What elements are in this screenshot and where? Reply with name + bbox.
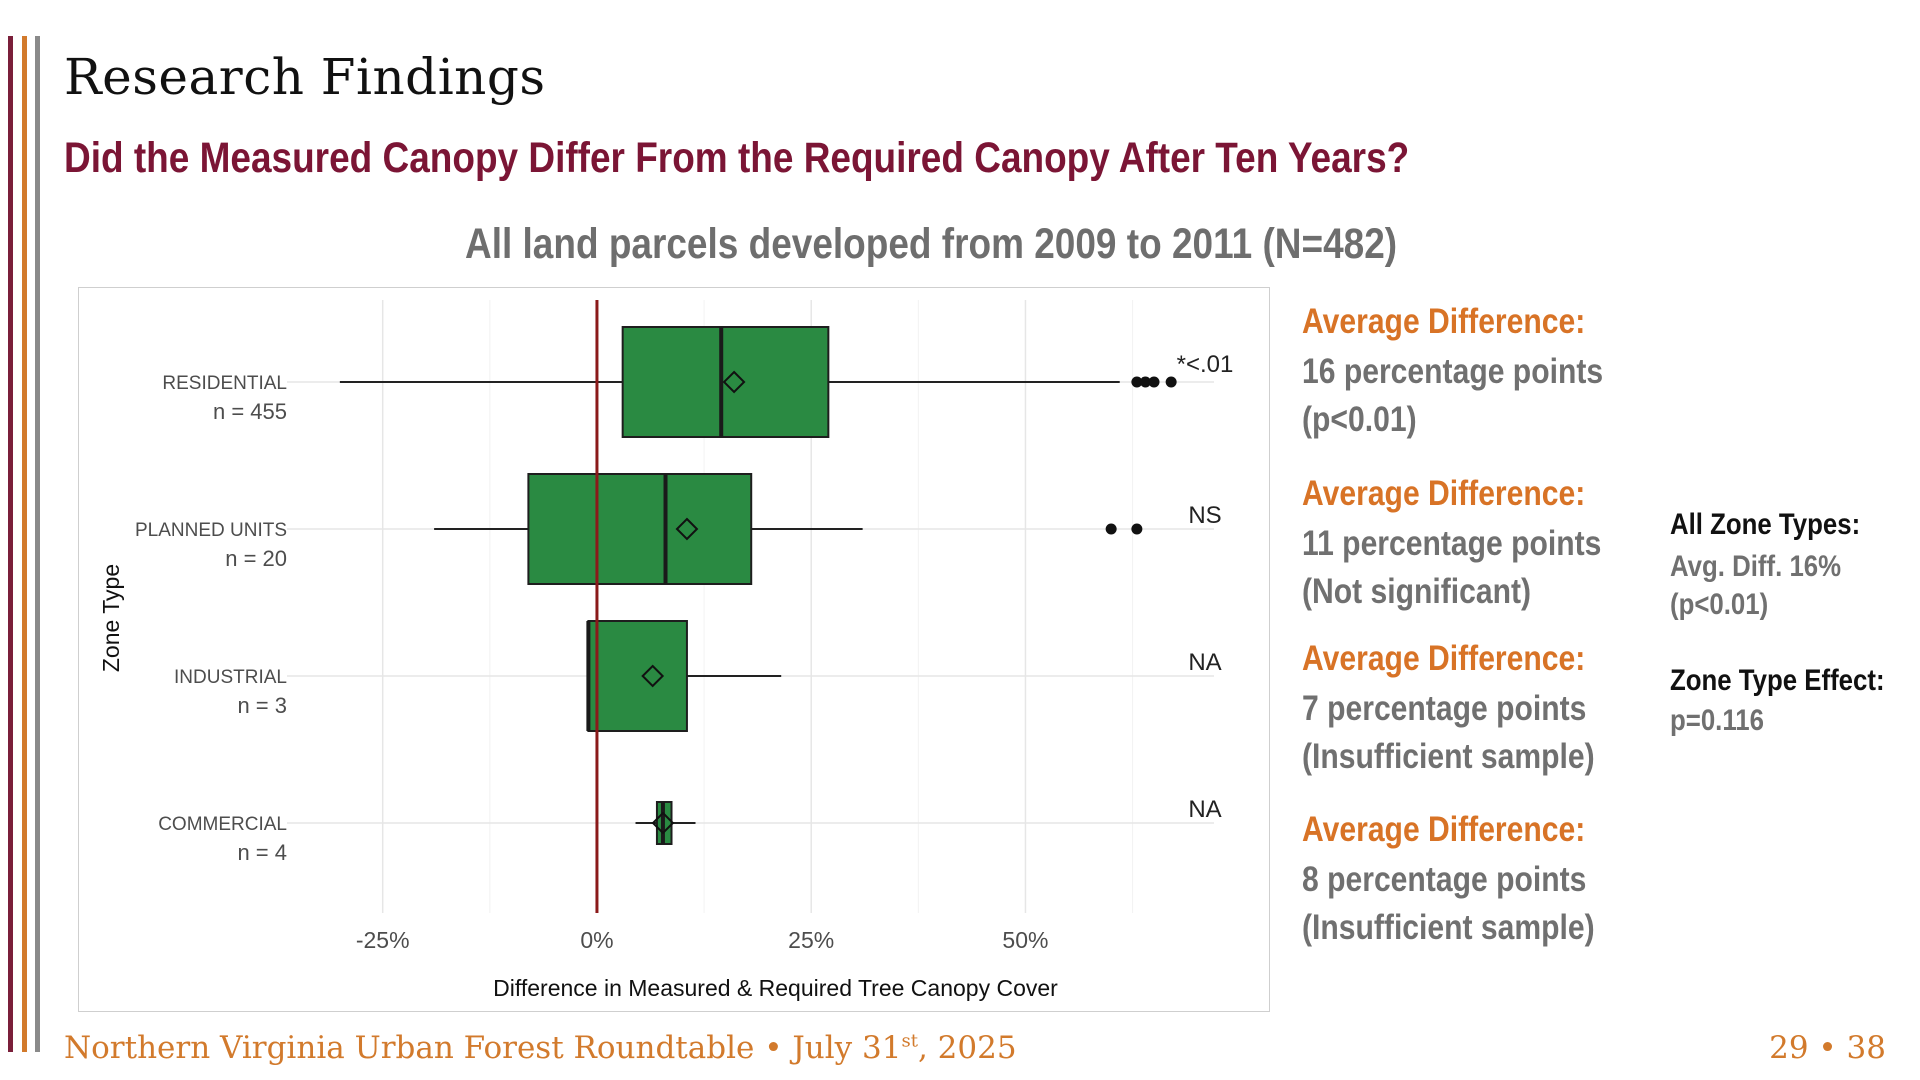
box-0 [623, 327, 829, 437]
annotation-1-line1: 16 percentage points [1302, 348, 1603, 396]
footer-event-sup: st [901, 1031, 917, 1052]
accent-bar-gray [35, 36, 40, 1052]
annotation-1-line2: (p<0.01) [1302, 396, 1417, 444]
all-zones-title: All Zone Types: [1670, 508, 1860, 542]
category-n-label-1: n = 20 [225, 546, 287, 571]
significance-label-3: NA [1188, 796, 1221, 823]
annotation-3-line2: (Insufficient sample) [1302, 733, 1595, 781]
category-label-3: COMMERCIAL [158, 814, 287, 835]
accent-bar-maroon [8, 36, 13, 1052]
significance-label-2: NA [1188, 649, 1221, 676]
x-tick-label-0: -25% [356, 927, 410, 953]
annotation-3-label: Average Difference: [1302, 639, 1585, 679]
footer-event-year: , 2025 [918, 1030, 1017, 1066]
annotation-2-label: Average Difference: [1302, 474, 1585, 514]
zone-effect-title: Zone Type Effect: [1670, 664, 1885, 698]
box-2 [588, 621, 687, 731]
annotation-2-line1: 11 percentage points [1302, 520, 1601, 568]
page-subtitle: Did the Measured Canopy Differ From the … [64, 134, 1409, 183]
page-title: Research Findings [64, 48, 546, 106]
significance-label-1: NS [1188, 502, 1221, 529]
category-n-label-2: n = 3 [237, 693, 287, 718]
chart-heading: All land parcels developed from 2009 to … [465, 220, 1397, 269]
box-1 [528, 474, 751, 584]
outlier-0-2 [1149, 377, 1160, 388]
footer-page-number: 29 • 38 [1769, 1030, 1886, 1066]
x-tick-label-1: 0% [580, 927, 613, 953]
annotation-4-line2: (Insufficient sample) [1302, 904, 1595, 952]
all-zones-line2: (p<0.01) [1670, 586, 1768, 624]
chart-frame: RESIDENTIAL n = 455 *<.01 PLANNED UNITS n = … [78, 287, 1270, 1012]
outlier-0-3 [1166, 377, 1177, 388]
y-axis-label: Zone Type [98, 564, 124, 672]
x-axis-label: Difference in Measured & Required Tree C… [493, 975, 1058, 1001]
category-label-1: PLANNED UNITS [135, 520, 287, 541]
significance-label-0: *<.01 [1177, 351, 1234, 378]
category-label-2: INDUSTRIAL [174, 667, 287, 688]
annotation-4-label: Average Difference: [1302, 810, 1585, 850]
outlier-1-0 [1106, 524, 1117, 535]
category-n-label-3: n = 4 [237, 840, 287, 865]
annotation-1-label: Average Difference: [1302, 302, 1585, 342]
annotation-4-line1: 8 percentage points [1302, 856, 1586, 904]
footer-event-text: Northern Virginia Urban Forest Roundtabl… [64, 1030, 901, 1066]
outlier-1-1 [1131, 524, 1142, 535]
zone-effect-value: p=0.116 [1670, 702, 1764, 740]
boxplot-chart: RESIDENTIAL n = 455 *<.01 PLANNED UNITS n = … [79, 288, 1271, 1013]
x-tick-label-2: 25% [788, 927, 834, 953]
category-label-0: RESIDENTIAL [162, 373, 287, 394]
annotation-2-line2: (Not significant) [1302, 568, 1531, 616]
x-tick-label-3: 50% [1002, 927, 1048, 953]
footer-event: Northern Virginia Urban Forest Roundtabl… [64, 1030, 1017, 1066]
category-n-label-0: n = 455 [213, 399, 287, 424]
all-zones-line1: Avg. Diff. 16% [1670, 548, 1841, 586]
annotation-3-line1: 7 percentage points [1302, 685, 1586, 733]
accent-bar-orange [22, 36, 27, 1052]
